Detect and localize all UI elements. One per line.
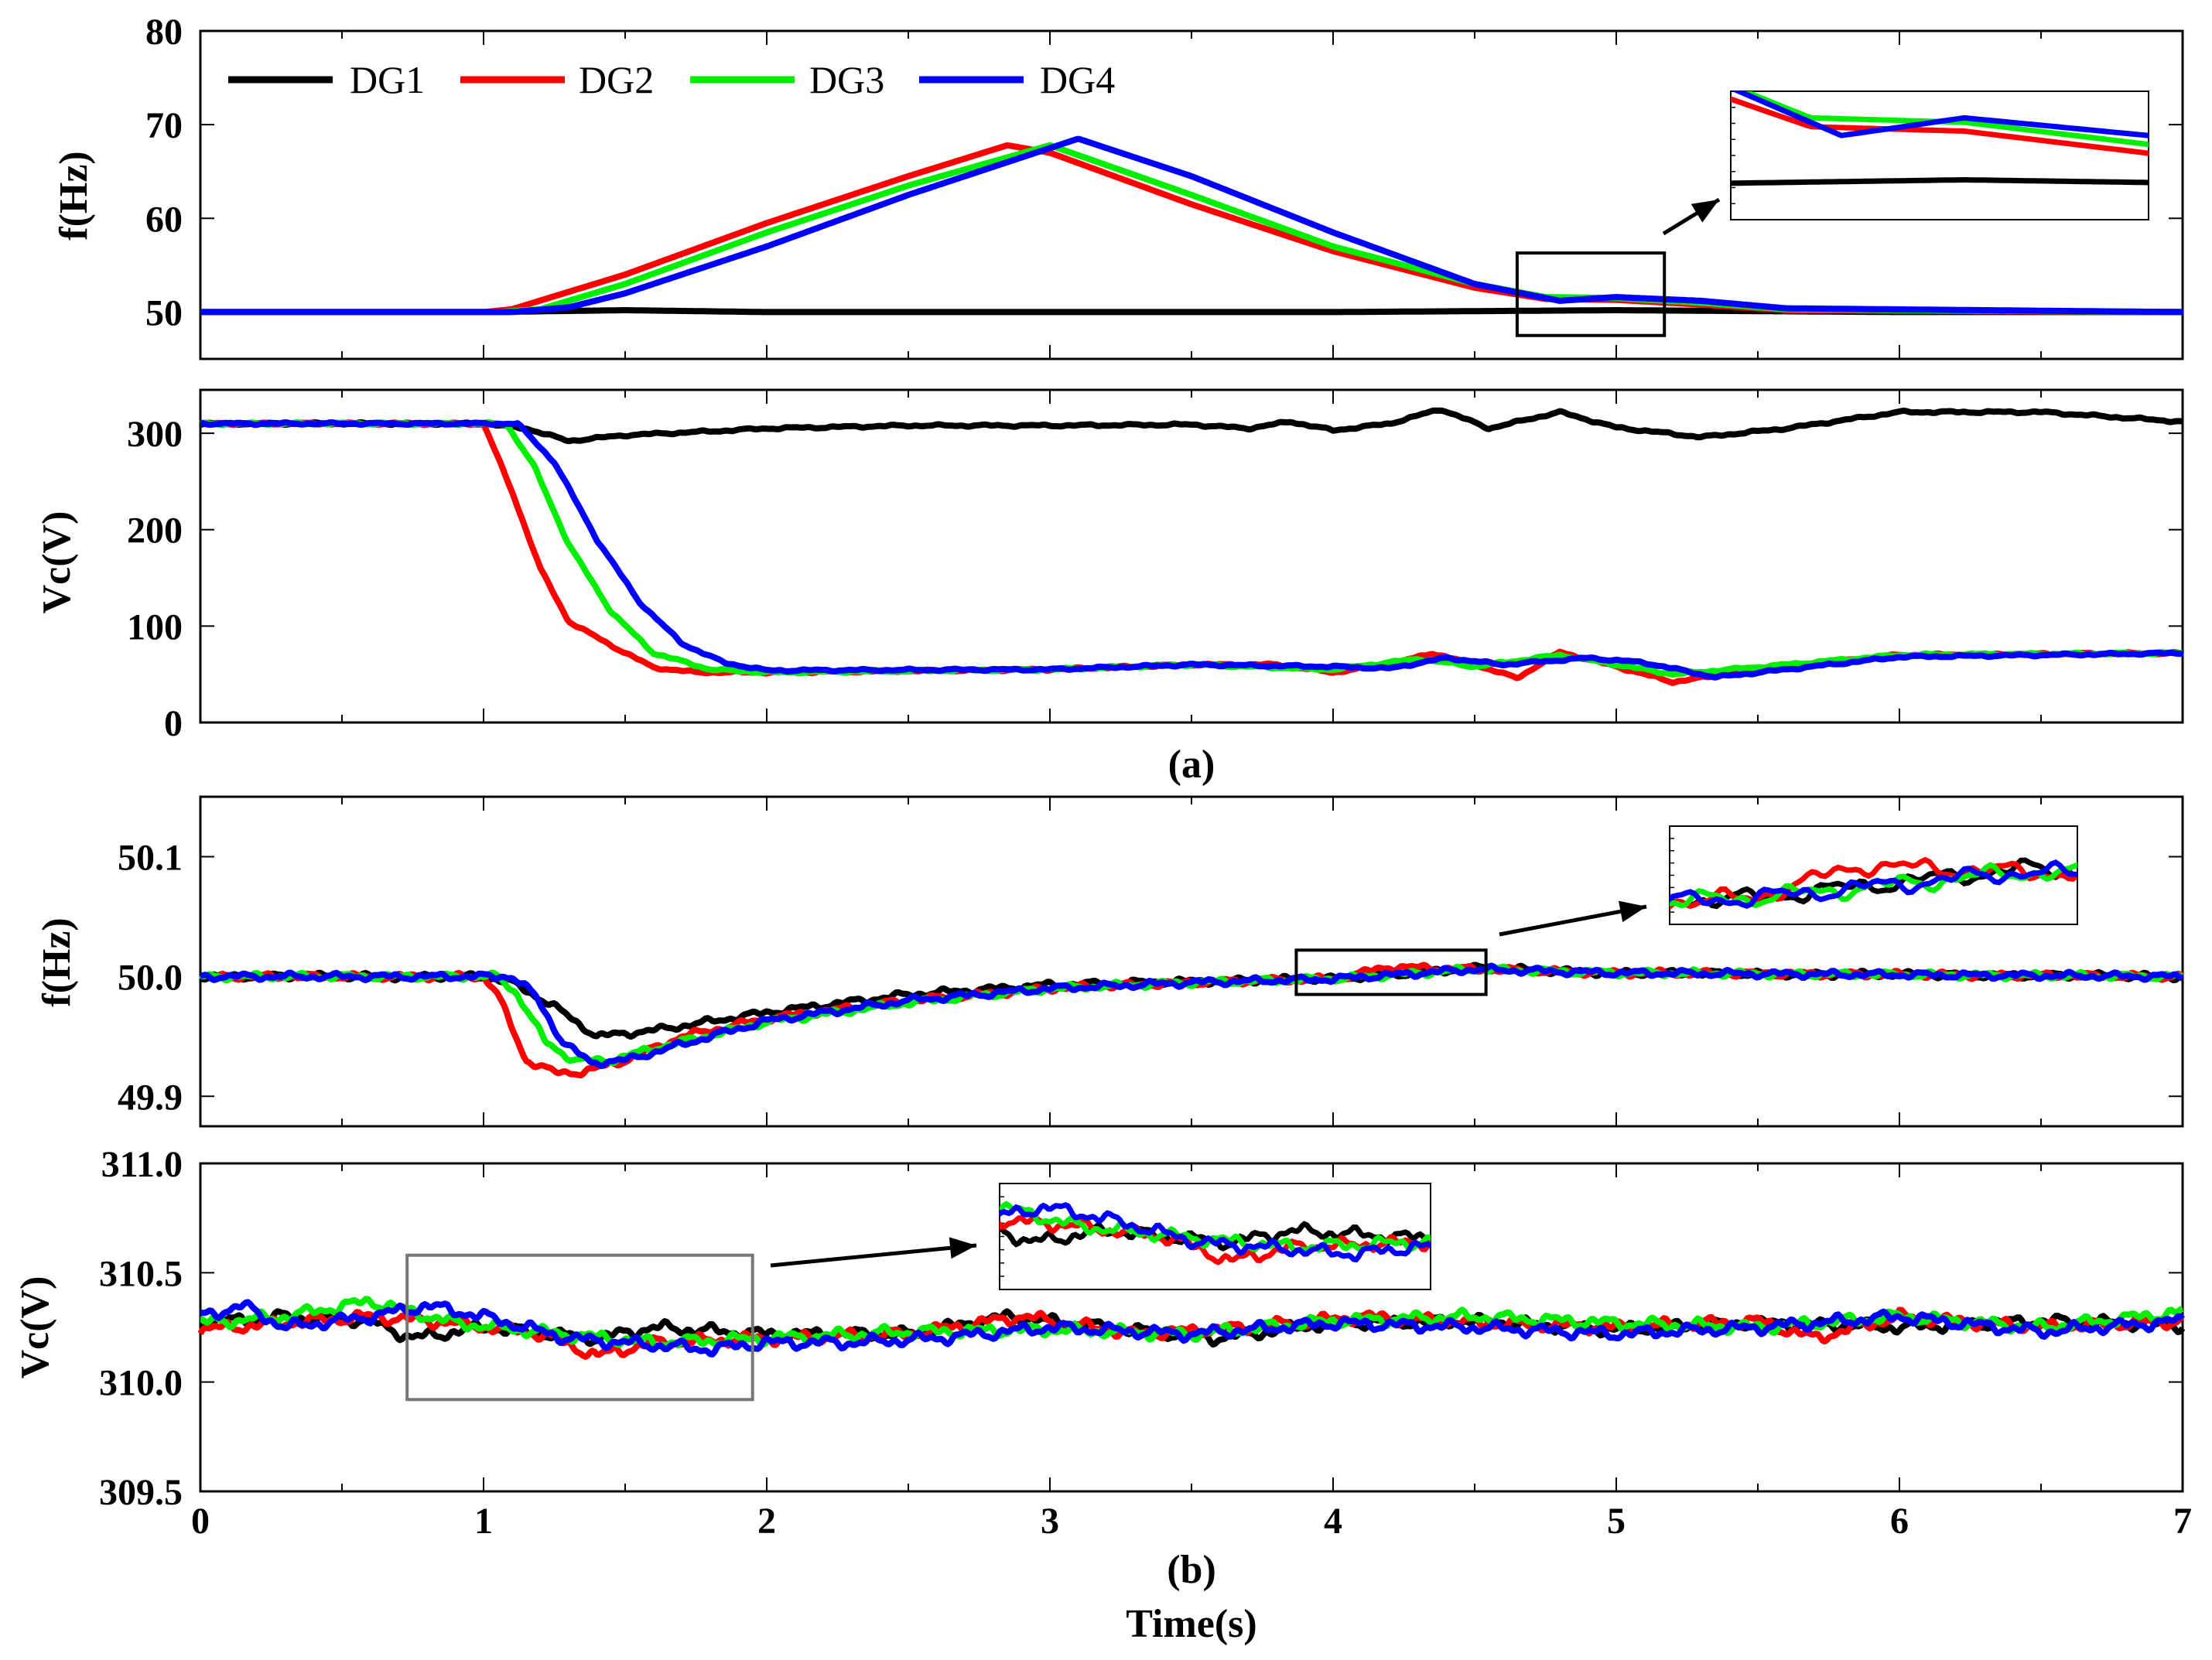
inset-line-dg2 bbox=[1731, 96, 2149, 156]
zoom-box bbox=[405, 1253, 754, 1402]
series-line-dg4 bbox=[199, 419, 2184, 681]
legend: DG1 DG2 DG3 DG4 bbox=[228, 58, 1115, 101]
y-tick-label: 310.5 bbox=[99, 1253, 183, 1294]
inset-line-dg4 bbox=[1732, 91, 2149, 138]
inset-line-dg4 bbox=[1000, 1202, 1431, 1263]
series-line-dg4 bbox=[199, 1299, 2186, 1358]
x-axis-title: Time(s) bbox=[1126, 1602, 1256, 1646]
legend-label-dg2: DG2 bbox=[579, 58, 654, 101]
inset-series bbox=[1670, 856, 2077, 910]
y-tick-label: 70 bbox=[145, 105, 183, 146]
x-tick-label: 4 bbox=[1324, 1501, 1342, 1542]
y-tick-label: 50 bbox=[145, 292, 183, 333]
x-tick-label: 0 bbox=[191, 1501, 210, 1542]
y-tick-label: 50.1 bbox=[118, 837, 183, 878]
y-tick-label: 309.5 bbox=[99, 1472, 183, 1513]
y-tick-label: 310.0 bbox=[99, 1363, 183, 1404]
panel-b-frequency: 49.9 50.0 50.1 f(Hz) bbox=[35, 795, 2185, 1128]
inset-series bbox=[1731, 91, 2149, 186]
legend-label-dg1: DG1 bbox=[350, 58, 425, 101]
x-tick-label: 6 bbox=[1890, 1501, 1909, 1542]
y-axis-title: f(Hz) bbox=[52, 151, 96, 240]
y-tick-label: 100 bbox=[127, 606, 183, 647]
inset-line-dg2 bbox=[1670, 856, 2077, 910]
zoom-arrow-head bbox=[1691, 200, 1719, 223]
inset-line-dg1 bbox=[1731, 176, 2149, 186]
inset-line-dg4 bbox=[1670, 859, 2077, 909]
x-tick-label: 5 bbox=[1607, 1501, 1626, 1542]
y-tick-label: 311.0 bbox=[101, 1144, 183, 1185]
zoom-arrow-head bbox=[949, 1237, 976, 1259]
x-tick-label: 7 bbox=[2173, 1501, 2192, 1542]
caption-a: (a) bbox=[1168, 743, 1215, 787]
zoom-arrow bbox=[770, 1243, 977, 1268]
inset-series bbox=[1000, 1201, 1431, 1265]
y-tick-label: 49.9 bbox=[118, 1077, 183, 1118]
y-tick-label: 60 bbox=[145, 199, 183, 240]
legend-label-dg3: DG3 bbox=[809, 58, 884, 101]
x-tick-label: 1 bbox=[474, 1501, 493, 1542]
series-line-dg4 bbox=[199, 135, 2184, 316]
zoom-box bbox=[1294, 948, 1488, 996]
panel-a-voltage: 0 100 200 300 Vc(V) (a) bbox=[35, 388, 2184, 787]
x-tick-label: 3 bbox=[1041, 1501, 1059, 1542]
panel-a-frequency: 50 60 70 80 f(Hz) DG1 DG2 DG3 DG4 bbox=[52, 12, 2184, 360]
series-line-dg1 bbox=[199, 407, 2184, 445]
y-tick-label: 0 bbox=[164, 703, 183, 744]
legend-label-dg4: DG4 bbox=[1040, 58, 1115, 101]
series-line-dg4 bbox=[199, 962, 2184, 1069]
y-tick-label: 300 bbox=[127, 414, 183, 455]
caption-b: (b) bbox=[1167, 1548, 1216, 1592]
y-axis-title: Vc(V) bbox=[13, 1276, 57, 1379]
y-tick-label: 50.0 bbox=[118, 957, 183, 998]
y-axis-title: Vc(V) bbox=[35, 511, 79, 614]
zoom-box bbox=[1515, 251, 1667, 337]
zoom-arrow-head bbox=[1618, 900, 1646, 923]
x-tick-label: 2 bbox=[757, 1501, 776, 1542]
y-tick-label: 200 bbox=[127, 511, 183, 552]
y-axis-title: f(Hz) bbox=[35, 917, 79, 1006]
y-tick-label: 80 bbox=[145, 12, 183, 53]
